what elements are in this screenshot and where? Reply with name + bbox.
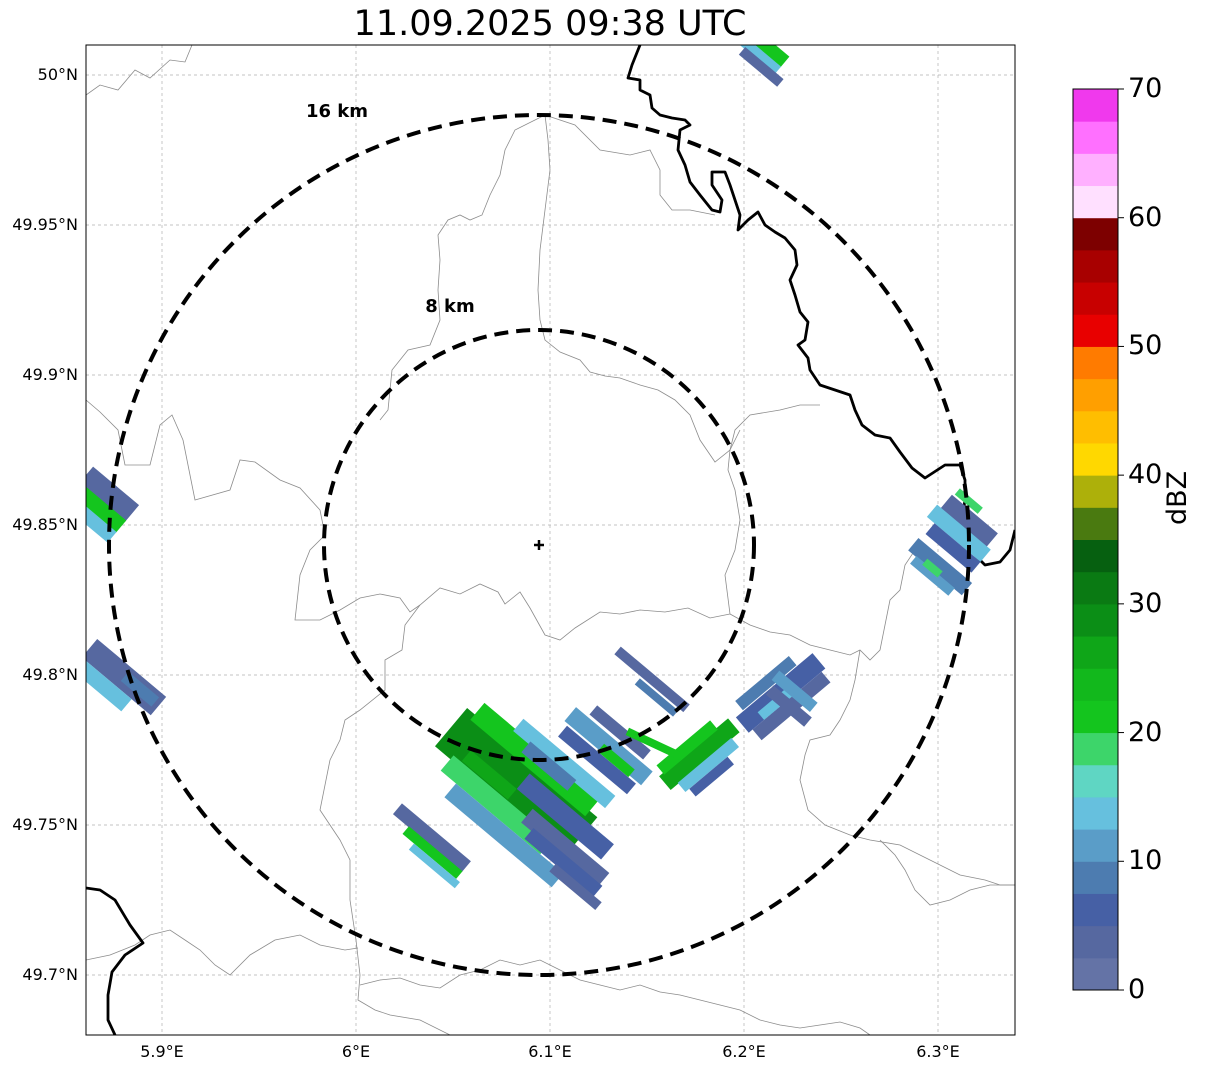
colorbar-swatch [1073,861,1118,894]
colorbar-tick-label: 60 [1128,201,1163,233]
admin-boundaries [86,45,1015,1035]
lon-tick-label: 6.1°E [528,1042,572,1061]
colorbar-swatch [1073,217,1118,251]
lon-tick-label: 5.9°E [140,1042,184,1061]
map-title: 11.09.2025 09:38 UTC [353,4,747,44]
colorbar-tick-label: 0 [1128,974,1146,1005]
colorbar-label: dBZ [1162,470,1193,525]
lon-tick-label: 6.3°E [916,1042,960,1061]
colorbar-swatch [1073,603,1118,637]
dbz-colorbar [1072,88,1124,991]
colorbar-swatch [1073,121,1118,154]
lat-tick-label: 50°N [37,65,78,84]
colorbar-swatch [1073,475,1118,508]
colorbar-swatch [1073,442,1118,476]
colorbar-tick-label: 70 [1128,73,1163,104]
radar-site-marker [534,540,544,550]
lat-tick-label: 49.7°N [22,965,78,984]
lat-tick-label: 49.8°N [22,665,78,684]
lat-tick-label: 49.75°N [12,815,78,834]
colorbar-swatch [1073,796,1118,830]
colorbar-swatch [1073,346,1118,380]
colorbar-tick-label: 10 [1128,845,1163,877]
lat-tick-label: 49.95°N [12,215,78,234]
colorbar-swatch [1073,153,1118,187]
colorbar-swatch [1073,700,1118,734]
grid-lines [86,45,1015,1035]
colorbar-swatch [1073,539,1118,573]
colorbar-swatch [1073,507,1118,540]
range-rings [107,113,971,977]
lat-tick-label: 49.9°N [22,365,78,384]
colorbar-swatch [1073,829,1118,862]
lon-tick-label: 6.2°E [722,1042,766,1061]
colorbar-swatch [1073,668,1118,701]
colorbar-tick-label: 40 [1128,459,1163,491]
colorbar-tick-label: 20 [1128,716,1163,748]
lon-tick-label: 6°E [341,1042,371,1061]
ring-label-16km: 16 km [306,101,368,122]
colorbar-swatch [1073,957,1118,991]
colorbar-swatch [1073,282,1118,315]
colorbar-swatch [1073,571,1118,605]
colorbar-swatch [1073,925,1118,959]
colorbar-swatch [1073,314,1118,347]
colorbar-tick-label: 30 [1128,587,1163,619]
colorbar-swatch [1073,378,1118,412]
ring-label-8km: 8 km [425,296,475,317]
colorbar-swatch [1073,732,1118,766]
colorbar-swatch [1073,249,1118,283]
national-borders [86,45,1015,1035]
range-ring-8km [322,328,756,762]
colorbar-swatch [1073,636,1118,669]
range-ring-16km [107,113,971,977]
colorbar-swatch [1073,893,1118,927]
colorbar-swatch [1073,89,1118,122]
colorbar-swatch [1073,185,1118,219]
colorbar-frame [1072,88,1119,991]
colorbar-swatch [1073,410,1118,444]
lat-tick-label: 49.85°N [12,515,78,534]
colorbar-tick-label: 50 [1128,330,1163,362]
colorbar-swatch [1073,764,1118,798]
